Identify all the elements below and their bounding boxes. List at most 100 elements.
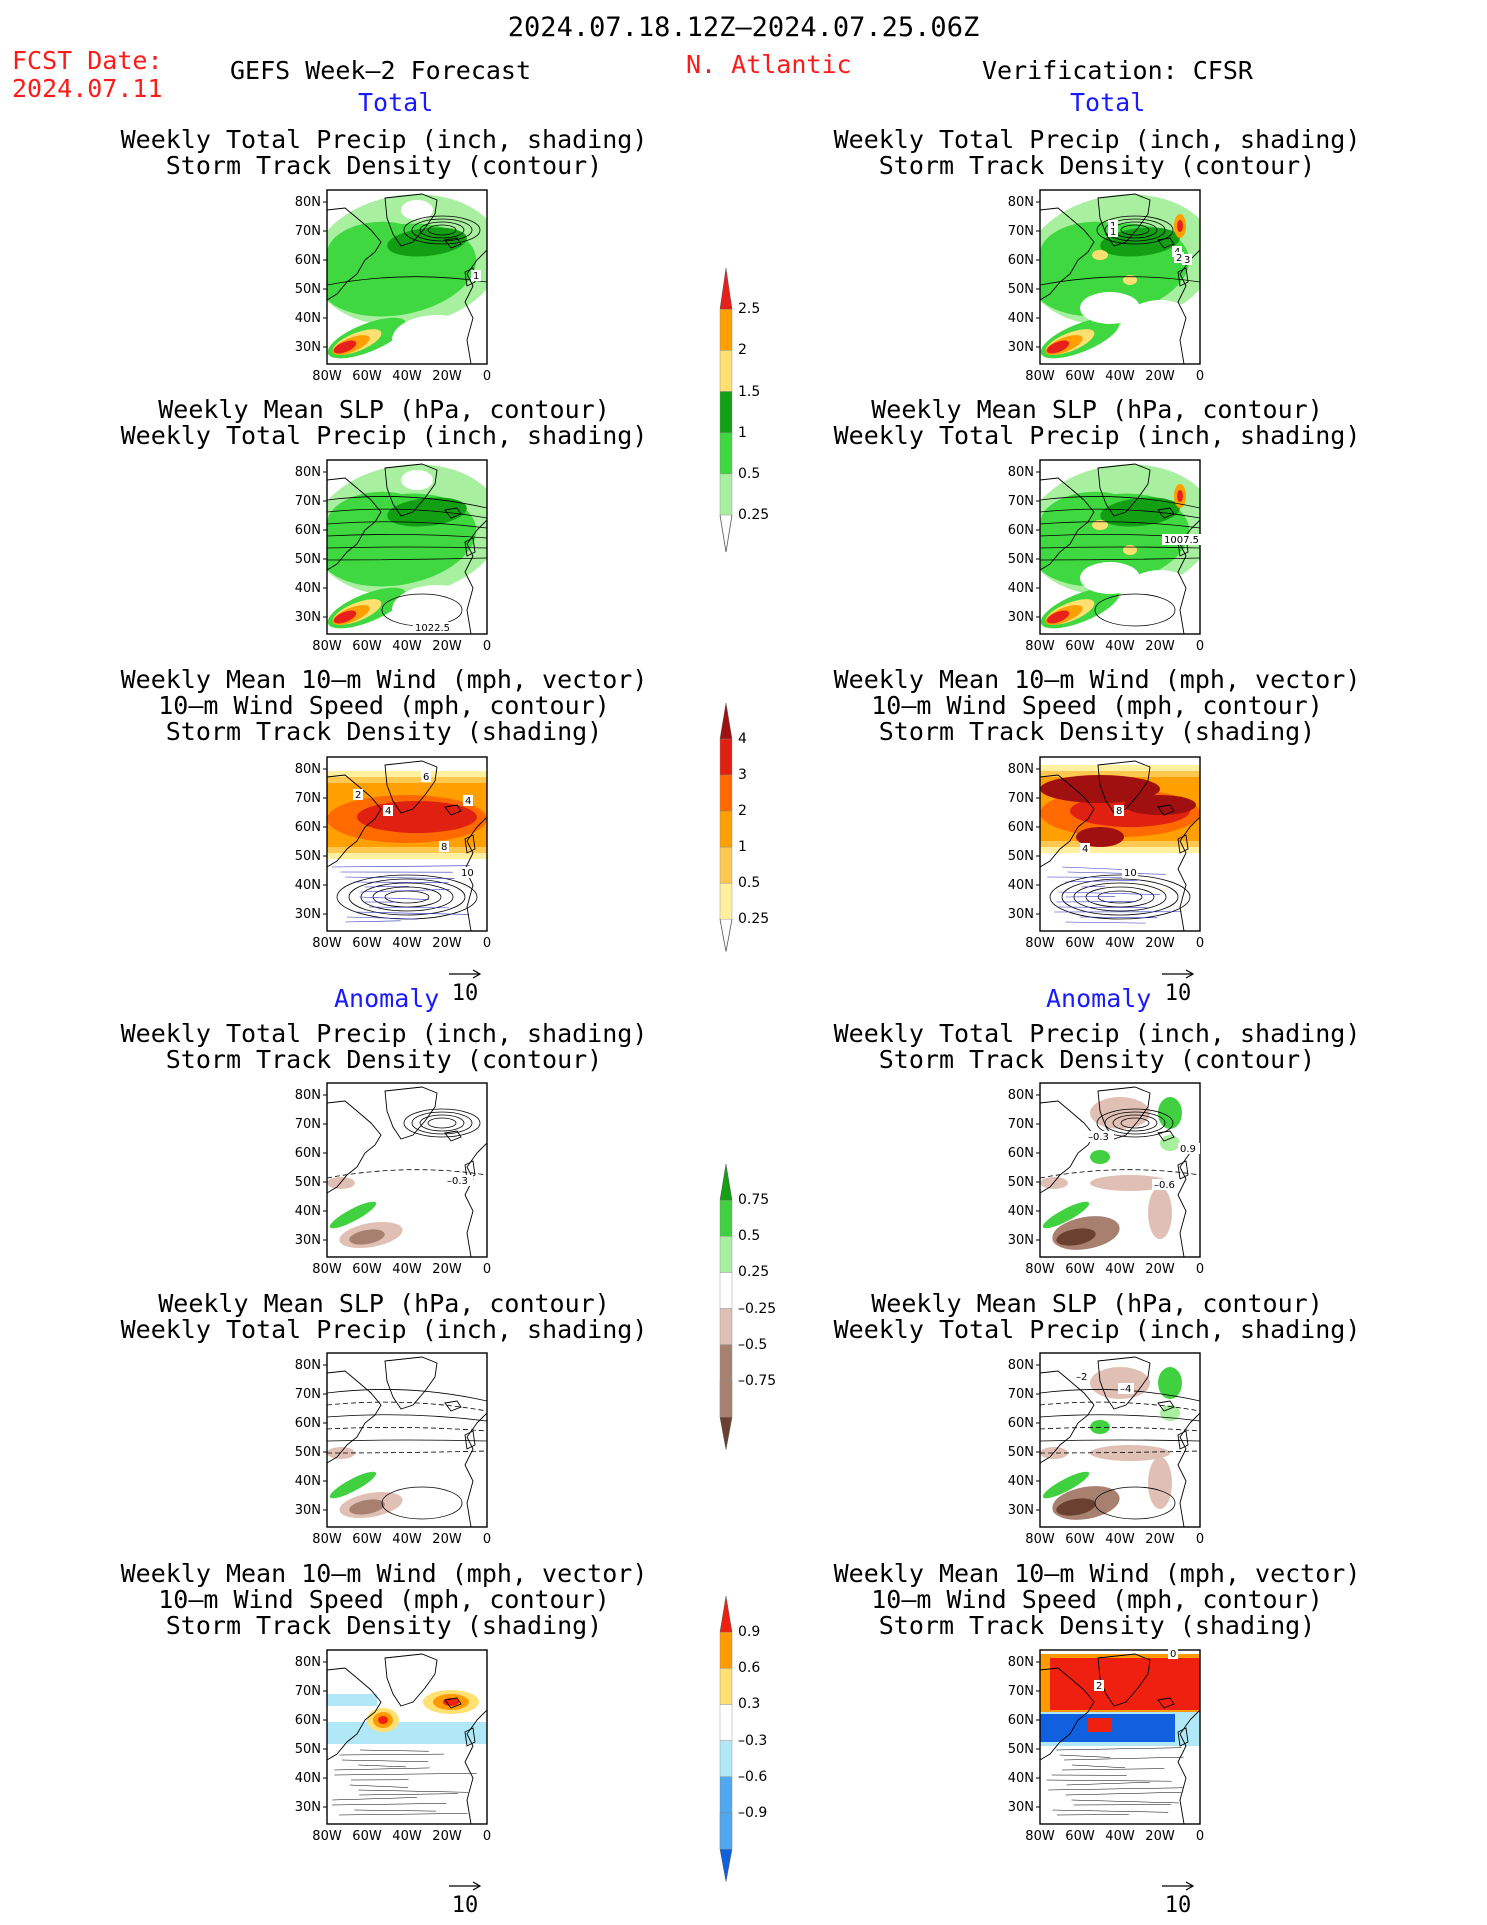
lon-tick-label: 20W [432, 369, 462, 384]
lon-tick-label: 60W [1065, 639, 1095, 654]
lon-tick-label: 60W [352, 1829, 382, 1844]
panel-title-line: 10–m Wind Speed (mph, contour) [158, 1585, 610, 1614]
lon-tick-label: 40W [392, 1532, 422, 1547]
lon-tick-label: 80W [1025, 1262, 1055, 1277]
vector-reference-arrow: 10 [1158, 1872, 1198, 1918]
lon-tick-label: 0 [483, 1262, 491, 1277]
panel-title-line: Storm Track Density (contour) [878, 151, 1316, 180]
lat-tick-label: 60N [1008, 523, 1034, 538]
lat-tick-label: 60N [1008, 1416, 1034, 1431]
lon-tick-label: 20W [432, 639, 462, 654]
lat-tick-label: 70N [1008, 494, 1034, 509]
lat-tick-label: 60N [295, 1416, 321, 1431]
lon-tick-label: 20W [432, 1262, 462, 1277]
panel-title-line: Weekly Total Precip (inch, shading) [120, 125, 648, 154]
lat-tick-label: 40N [1008, 878, 1034, 893]
lat-tick-label: 80N [295, 762, 321, 777]
lat-tick-label: 80N [1008, 465, 1034, 480]
lat-tick-label: 80N [295, 465, 321, 480]
lat-tick-label: 30N [295, 907, 321, 922]
panel-title-line: 10–m Wind Speed (mph, contour) [158, 691, 610, 720]
lon-tick-label: 20W [1145, 1829, 1175, 1844]
lat-tick-label: 30N [1008, 1800, 1034, 1815]
lat-tick-label: 70N [1008, 1387, 1034, 1402]
colorbar-label: 0.25 [738, 1264, 770, 1281]
region-label: N. Atlantic [686, 50, 852, 79]
contour-label: 2 [1096, 1681, 1102, 1692]
lat-tick-label: 40N [1008, 1204, 1034, 1219]
contour-label: –2 [1076, 1372, 1087, 1383]
fcst-date-label: FCST Date: [12, 46, 163, 75]
lat-tick-label: 30N [295, 1503, 321, 1518]
vector-reference-label: 10 [451, 981, 479, 1006]
lat-tick-label: 50N [1008, 1742, 1034, 1757]
colorbar-label: 2 [738, 342, 747, 359]
lon-tick-label: 0 [1196, 936, 1204, 951]
lat-tick-label: 70N [295, 494, 321, 509]
lat-tick-label: 30N [295, 1800, 321, 1815]
panel-title-line: Weekly Mean SLP (hPa, contour) [158, 395, 610, 424]
lon-tick-label: 80W [312, 639, 342, 654]
lat-tick-label: 40N [295, 581, 321, 596]
contour-label: 6 [423, 772, 429, 783]
panel-title-line: Weekly Total Precip (inch, shading) [833, 1019, 1361, 1048]
lat-tick-label: 80N [1008, 1655, 1034, 1670]
lat-tick-label: 70N [1008, 1684, 1034, 1699]
contour-label: –0.3 [447, 1176, 468, 1187]
colorbar-label: 0.3 [738, 1696, 761, 1713]
lon-tick-label: 0 [1196, 1829, 1204, 1844]
vector-reference-label: 10 [1164, 1893, 1192, 1918]
lat-tick-label: 40N [295, 1204, 321, 1219]
lon-tick-label: 0 [483, 1532, 491, 1547]
lat-tick-label: 80N [1008, 1088, 1034, 1103]
lat-tick-label: 80N [1008, 762, 1034, 777]
panel-title-line: Weekly Total Precip (inch, shading) [833, 1315, 1361, 1344]
colorbar-label: 2 [738, 803, 747, 820]
lon-tick-label: 40W [392, 1262, 422, 1277]
panel-title-line: Weekly Total Precip (inch, shading) [120, 421, 648, 450]
verification-title: Verification: CFSR [982, 56, 1253, 85]
lon-tick-label: 40W [392, 1829, 422, 1844]
lat-tick-label: 80N [295, 195, 321, 210]
lon-tick-label: 60W [352, 1532, 382, 1547]
colorbar-label: 1 [738, 424, 747, 441]
lat-tick-label: 40N [1008, 581, 1034, 596]
lat-tick-label: 80N [295, 1088, 321, 1103]
panel-title-line: Weekly Total Precip (inch, shading) [833, 125, 1361, 154]
colorbar-label: 2.5 [738, 301, 761, 318]
lon-tick-label: 80W [312, 936, 342, 951]
lon-tick-label: 60W [1065, 1829, 1095, 1844]
lon-tick-label: 20W [1145, 639, 1175, 654]
lon-tick-label: 0 [483, 1829, 491, 1844]
colorbar-label: –0.5 [738, 1336, 768, 1353]
lon-tick-label: 40W [1105, 936, 1135, 951]
contour-label: 4 [385, 806, 391, 817]
lat-tick-label: 50N [295, 1742, 321, 1757]
lat-tick-label: 60N [1008, 820, 1034, 835]
anomaly-label-left: Anomaly [334, 984, 440, 1013]
lat-tick-label: 60N [295, 523, 321, 538]
lat-tick-label: 40N [1008, 1474, 1034, 1489]
lat-tick-label: 80N [1008, 195, 1034, 210]
contour-label: 2 [1176, 253, 1182, 264]
vector-reference-arrow: 10 [1158, 960, 1198, 1006]
panel-title-line: 10–m Wind Speed (mph, contour) [871, 1585, 1323, 1614]
map-panel: 80N 70N 60N 50N 40N 30N 80W 60W 40W 20W 0 8 4 10 [980, 749, 1220, 963]
lon-tick-label: 0 [483, 639, 491, 654]
lon-tick-label: 0 [1196, 639, 1204, 654]
lat-tick-label: 30N [1008, 907, 1034, 922]
forecast-title: GEFS Week–2 Forecast [230, 56, 532, 85]
colorbar [718, 267, 798, 578]
lat-tick-label: 40N [295, 1771, 321, 1786]
lat-tick-label: 70N [295, 1684, 321, 1699]
panel-title-line: Storm Track Density (shading) [165, 1611, 603, 1640]
colorbar-label: 0.5 [738, 1228, 761, 1245]
colorbar-label: 1.5 [738, 383, 761, 400]
panel-title-line: Storm Track Density (contour) [878, 1045, 1316, 1074]
lon-tick-label: 40W [392, 936, 422, 951]
colorbar-label: 0.5 [738, 465, 761, 482]
panel-title-line: Weekly Mean SLP (hPa, contour) [871, 395, 1323, 424]
lon-tick-label: 40W [1105, 639, 1135, 654]
lat-tick-label: 50N [1008, 552, 1034, 567]
panel-title-line: Storm Track Density (shading) [878, 1611, 1316, 1640]
